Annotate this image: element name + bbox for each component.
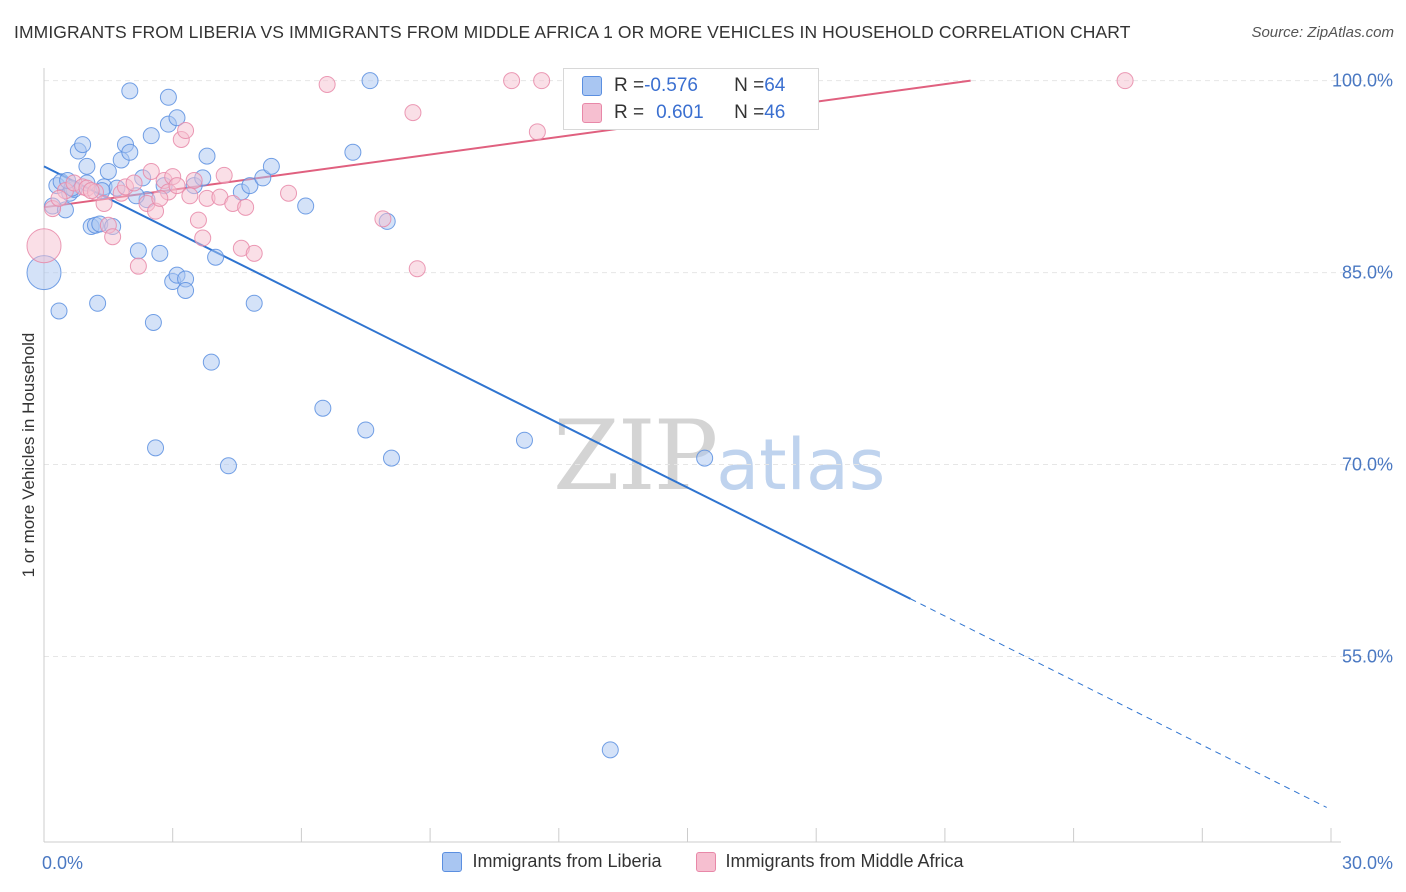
liberia-point [144,313,162,331]
liberia-point [361,72,379,90]
y-tick-label-100: 100.0% [1332,71,1393,91]
data-points [26,72,1134,759]
middle-africa-swatch [582,103,602,123]
gridlines [44,80,1391,657]
middle-africa-point [215,166,233,184]
middle-africa-point [181,187,199,205]
stats-box: R = -0.576 N = 64 R = 0.601 N = 46 [563,68,819,130]
liberia-point [89,294,107,312]
liberia-point [344,143,362,161]
liberia-point [151,244,169,262]
liberia-point [177,281,195,299]
liberia-point [121,143,139,161]
liberia-trend-line [43,165,912,600]
liberia-point [241,177,259,195]
middle-africa-point [129,257,147,275]
liberia-point [121,82,139,100]
middle-africa-n-value: 46 [764,102,786,123]
liberia-point [99,162,117,180]
x-tick-label-min: 0.0% [42,853,83,873]
liberia-point [219,457,237,475]
middle-africa-point [168,177,186,195]
x-tick-label-max: 30.0% [1342,853,1393,873]
chart-title: IMMIGRANTS FROM LIBERIA VS IMMIGRANTS FR… [14,22,1131,42]
stats-row-liberia: R = -0.576 N = 64 [582,75,785,97]
liberia-point [198,147,216,165]
middle-africa-point [95,194,113,212]
middle-africa-point [142,162,160,180]
liberia-trend-extension [910,598,1327,808]
middle-africa-point [374,210,392,228]
middle-africa-n-label: N = [734,102,765,123]
y-tick-label-70: 70.0% [1342,455,1393,475]
middle-africa-point [280,184,298,202]
liberia-r-value: -0.576 [644,75,698,96]
middle-africa-point [194,229,212,247]
y-axis-title: 1 or more Vehicles in Household [19,333,38,578]
middle-africa-point [533,72,551,90]
axes [43,68,1341,843]
liberia-point [159,88,177,106]
middle-africa-point [408,260,426,278]
middle-africa-point [26,228,62,264]
liberia-point [202,353,220,371]
liberia-point [142,127,160,145]
liberia-point [207,248,225,266]
middle-africa-point [50,189,68,207]
legend-item-liberia[interactable]: Immigrants from Liberia [442,851,662,872]
legend: Immigrants from Liberia Immigrants from … [0,851,1406,872]
liberia-point [74,136,92,154]
liberia-point [245,294,263,312]
liberia-point [297,197,315,215]
legend-item-middle-africa[interactable]: Immigrants from Middle Africa [695,851,964,872]
liberia-point [314,399,332,417]
middle-africa-point [237,198,255,216]
middle-africa-point [189,211,207,229]
liberia-point [254,169,272,187]
stats-row-middle-africa: R = 0.601 N = 46 [582,102,785,124]
legend-liberia-swatch [442,851,463,872]
y-tick-label-85: 85.0% [1342,263,1393,283]
middle-africa-point [177,122,195,140]
y-tick-label-55: 55.0% [1342,646,1393,666]
middle-africa-point [82,182,100,200]
axis-labels: 100.0% 85.0% 70.0% 55.0% 0.0% 30.0% 1 or more … [19,71,1393,873]
middle-africa-point [503,72,521,90]
liberia-n-value: 64 [764,75,786,96]
liberia-point [382,449,400,467]
liberia-point [601,741,619,759]
middle-africa-point [404,104,422,122]
middle-africa-point [151,189,169,207]
liberia-r-label: R = [614,75,645,96]
liberia-point [696,449,714,467]
middle-africa-point [528,123,546,141]
liberia-point [129,242,147,260]
middle-africa-point [318,75,336,93]
liberia-point [262,157,280,175]
middle-africa-point [1116,72,1134,90]
legend-middle-africa-swatch [695,851,716,872]
middle-africa-r-label: R = [614,102,645,123]
liberia-point [168,109,186,127]
middle-africa-point [185,171,203,189]
liberia-point [78,157,96,175]
legend-liberia-label: Immigrants from Liberia [472,851,662,871]
middle-africa-point [245,244,263,262]
liberia-point [50,302,68,320]
liberia-swatch [582,76,602,96]
liberia-n-label: N = [734,75,765,96]
source-credit: Source: ZipAtlas.com [1251,24,1394,41]
middle-africa-r-value: 0.601 [656,102,704,123]
liberia-point [357,421,375,439]
middle-africa-point [104,228,122,246]
legend-middle-africa-label: Immigrants from Middle Africa [725,851,964,871]
liberia-point [515,431,533,449]
liberia-point [147,439,165,457]
watermark-zip: ZIP [553,400,718,512]
middle-africa-point [125,174,143,192]
